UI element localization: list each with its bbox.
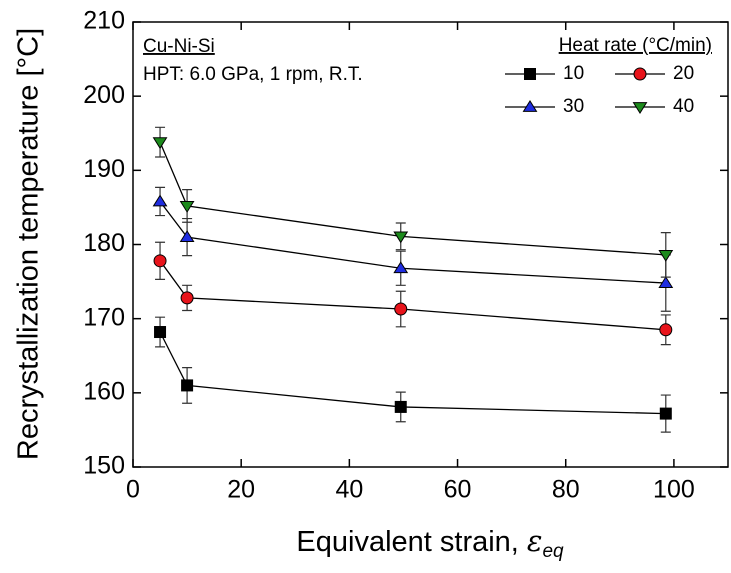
x-label: Equivalent strain, [296, 526, 518, 558]
y-tick-label: 160 [83, 377, 125, 405]
marker [393, 231, 409, 244]
marker [154, 326, 167, 339]
x-label-symbol: ε [527, 524, 543, 558]
y-tick-label: 170 [83, 303, 125, 331]
legend-title: Heat rate (°C/min) [559, 35, 712, 56]
plot-frame [132, 21, 729, 468]
x-tick-label: 100 [653, 476, 695, 504]
marker [181, 379, 194, 392]
x-label-subscript: eq [542, 541, 564, 562]
legend-marker [632, 102, 648, 114]
x-tick-label: 40 [335, 476, 363, 504]
marker [152, 137, 168, 150]
y-tick-label: 180 [83, 229, 125, 257]
legend-label: 20 [673, 63, 694, 84]
legend-marker [633, 67, 647, 81]
marker [179, 230, 195, 242]
x-tick-label: 60 [444, 476, 472, 504]
marker [152, 194, 168, 207]
marker [180, 291, 194, 305]
legend-label: 40 [673, 96, 694, 117]
y-tick-label: 210 [83, 7, 125, 35]
marker [394, 400, 407, 413]
marker [658, 276, 674, 288]
marker [394, 302, 408, 316]
x-axis-title: Equivalent strain, εeq [296, 524, 564, 562]
legend-label: 30 [563, 96, 584, 117]
series-line [159, 331, 666, 415]
annotation: Cu-Ni-Si [143, 36, 215, 57]
marker [659, 323, 673, 337]
y-tick-label: 190 [83, 155, 125, 183]
marker [153, 254, 167, 268]
series-line [159, 260, 666, 331]
x-tick-label: 0 [126, 476, 140, 504]
y-tick-label: 150 [83, 452, 125, 480]
marker [659, 407, 672, 420]
y-axis-title: Recrystallization temperature [°C] [13, 28, 45, 460]
x-tick-label: 80 [552, 476, 580, 504]
series-line [159, 201, 666, 284]
marker [179, 201, 195, 213]
y-tick-label: 200 [83, 81, 125, 109]
marker [393, 261, 409, 274]
legend-label: 10 [563, 63, 584, 84]
annotation: HPT: 6.0 GPa, 1 rpm, R.T. [143, 64, 363, 85]
x-tick-label: 20 [227, 476, 255, 504]
legend-marker [522, 100, 538, 112]
marker [658, 249, 674, 262]
series-line [159, 141, 666, 256]
legend-marker [524, 68, 536, 80]
